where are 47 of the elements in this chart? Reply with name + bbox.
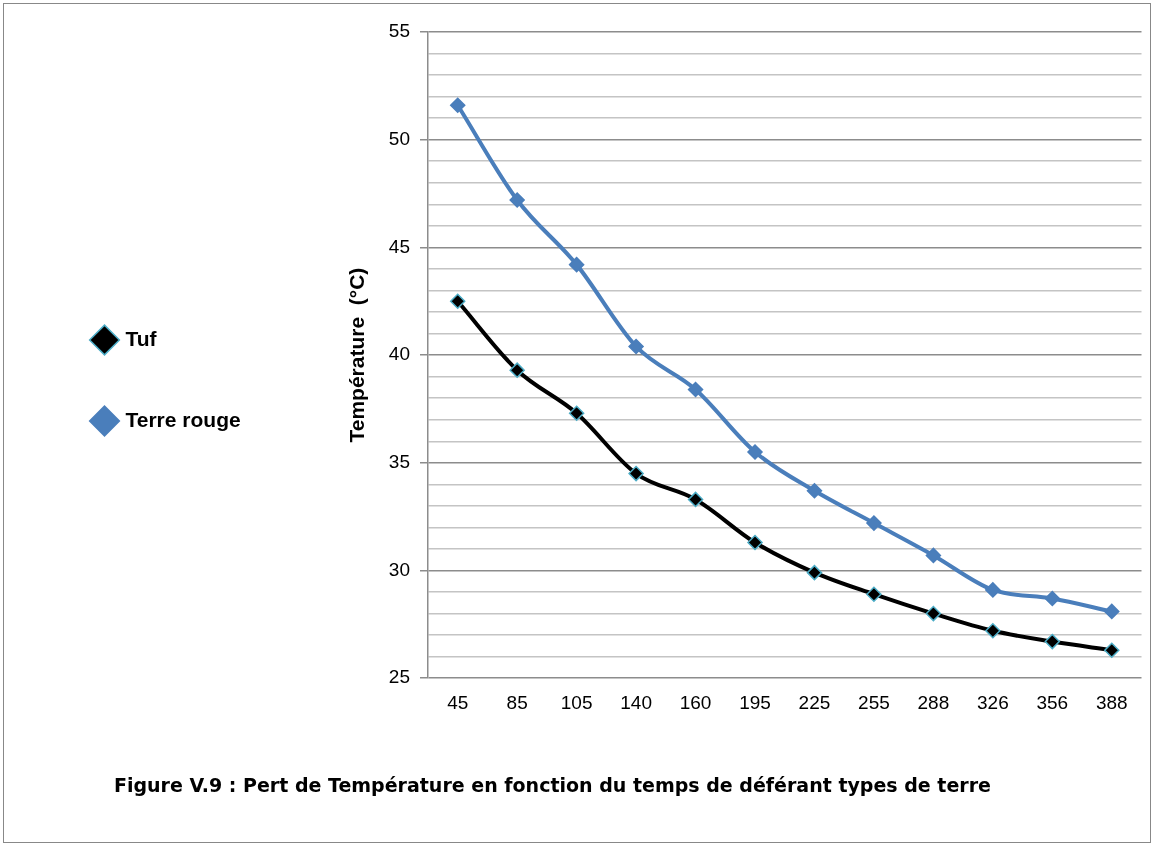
point [449, 97, 466, 113]
point [1044, 633, 1061, 650]
y-tick-label: 50 [388, 127, 410, 149]
point [866, 515, 882, 531]
y-tick-label: 35 [388, 451, 410, 473]
point [687, 381, 704, 398]
point [985, 582, 1001, 598]
x-tick-label: 356 [1036, 691, 1069, 713]
point [687, 491, 704, 508]
point [925, 605, 942, 622]
x-tick-label: 85 [506, 691, 528, 713]
point [509, 362, 525, 378]
point [1104, 603, 1120, 620]
y-axis-title: Température (°C) [345, 267, 369, 443]
x-tick-label: 255 [858, 691, 890, 713]
legend-label: Tuf [125, 326, 158, 350]
x-tick-label: 388 [1095, 691, 1128, 713]
y-tick-label: 55 [388, 20, 410, 42]
point [628, 338, 644, 355]
x-tick-label: 105 [560, 691, 593, 713]
y-tick-label: 40 [388, 343, 410, 365]
point [568, 405, 585, 422]
point [628, 465, 644, 482]
point [866, 586, 882, 602]
point [747, 444, 763, 460]
point [985, 623, 1001, 639]
x-tick-label: 288 [917, 691, 950, 713]
y-tick-label: 45 [388, 235, 410, 257]
x-tick-label: 140 [620, 691, 652, 713]
legend-label: Terre rouge [125, 407, 241, 431]
x-tick-label: 225 [798, 691, 831, 713]
y-tick-label: 25 [388, 666, 410, 688]
x-tick-label: 160 [679, 691, 712, 713]
point [509, 192, 525, 208]
text: Figure V.9 : Pert de Température en fonction du temps de déférant types de terre [114, 774, 991, 796]
point [806, 564, 823, 581]
point [1044, 590, 1061, 607]
point [806, 483, 823, 499]
y-tick-label: 30 [388, 558, 410, 580]
x-tick-label: 45 [447, 691, 469, 713]
point [747, 534, 763, 551]
point [449, 293, 466, 309]
point [925, 547, 942, 564]
x-tick-label: 195 [739, 691, 771, 713]
point [1104, 642, 1120, 658]
x-tick-label: 326 [977, 691, 1009, 713]
point [568, 256, 585, 273]
